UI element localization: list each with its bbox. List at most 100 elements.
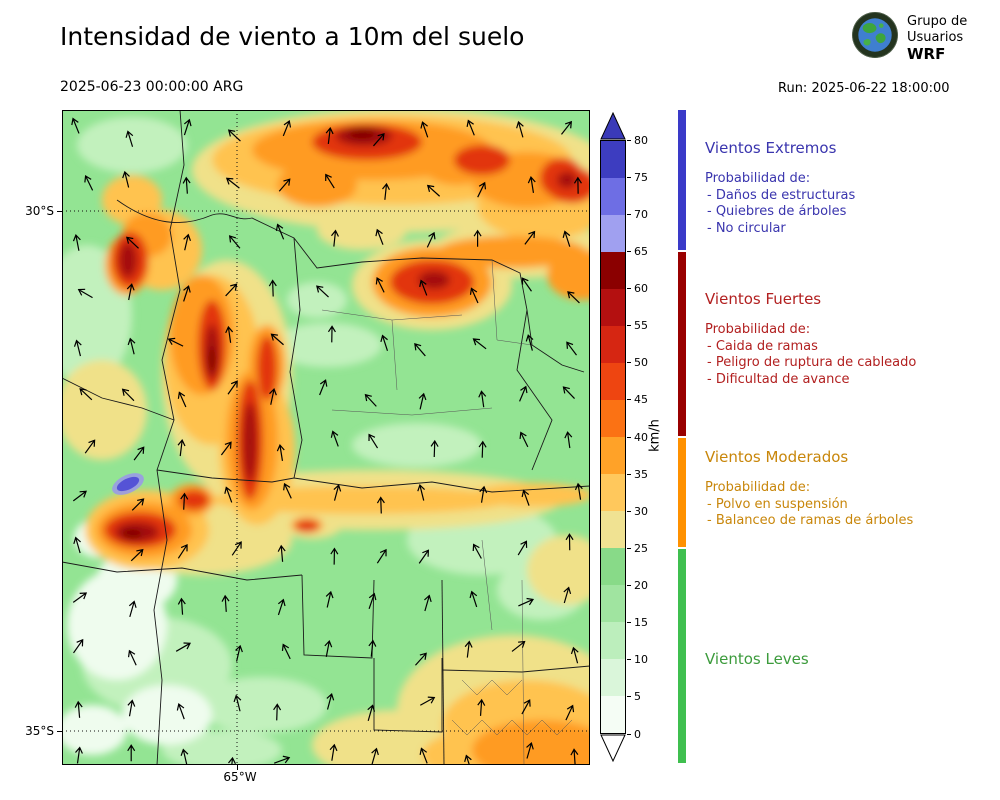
wind-arrow — [419, 279, 428, 296]
wind-arrow — [277, 598, 286, 616]
legend-item: - Quiebres de árboles — [707, 204, 847, 219]
wind-arrow — [131, 498, 145, 511]
colorbar-segment — [601, 585, 625, 622]
wind-arrow — [319, 379, 328, 396]
category-color-strip — [678, 110, 686, 763]
wind-arrow — [367, 704, 376, 721]
graticule-lines — [62, 110, 590, 765]
wind-arrow — [477, 181, 487, 198]
legend-item: - Caida de ramas — [707, 338, 818, 354]
legend-title-moderados: Vientos Moderados — [705, 448, 849, 466]
valid-datetime: 2025-06-23 00:00:00 ARG — [60, 79, 244, 95]
category-bar-leves — [678, 549, 686, 763]
wind-arrow — [478, 390, 487, 408]
wind-arrow — [519, 385, 528, 402]
legend-item: - Dificultad de avance — [707, 371, 850, 387]
wind-direction-arrows — [71, 117, 583, 765]
wind-arrow — [235, 644, 243, 662]
department-boundaries — [321, 259, 573, 765]
wind-arrow — [122, 170, 130, 188]
legend-category-fuertes: Vientos Fuertes Probabilidad de: - Caida… — [705, 290, 985, 388]
probability-label: Probabilidad de: — [705, 171, 811, 186]
colorbar-tick-label: 45 — [627, 393, 648, 407]
wind-arrow — [368, 592, 377, 610]
colorbar-segment — [601, 252, 625, 289]
wind-arrow — [518, 597, 535, 607]
wind-arrow — [415, 652, 427, 666]
logo-line1: Grupo de — [907, 14, 968, 29]
wind-arrow — [176, 703, 185, 720]
colorbar-segment — [601, 326, 625, 363]
wind-arrow — [278, 178, 291, 192]
wind-arrow — [127, 649, 137, 666]
wind-arrow — [519, 431, 529, 448]
wind-arrow — [327, 325, 336, 343]
wind-arrow — [574, 482, 583, 500]
wind-arrow — [224, 486, 233, 503]
colorbar-tick-label: 30 — [627, 504, 648, 518]
colorbar-tick-label: 20 — [627, 579, 648, 593]
wind-arrow — [130, 548, 144, 562]
wind-arrow — [376, 548, 387, 564]
wind-arrow — [228, 235, 241, 249]
wind-arrow — [73, 536, 81, 554]
wind-arrow — [72, 490, 87, 502]
wind-arrow — [562, 386, 575, 399]
wind-arrow — [325, 590, 334, 608]
wind-arrow — [273, 703, 282, 721]
wind-arrow — [333, 484, 342, 501]
colorbar-segment — [601, 178, 625, 215]
wind-arrow — [418, 549, 430, 564]
wind-arrow — [330, 430, 339, 447]
wind-arrow — [326, 692, 335, 710]
colorbar-tick-label: 75 — [627, 170, 648, 184]
lon-label-65w: 65°W — [223, 770, 257, 784]
wind-arrow — [228, 756, 236, 765]
wind-arrow — [372, 133, 385, 147]
wind-arrow — [72, 592, 88, 603]
wind-arrow — [472, 338, 487, 350]
colorbar-segment — [601, 511, 625, 548]
wind-arrow — [526, 742, 534, 759]
wind-arrow — [325, 126, 334, 145]
extreme-wind-blue-spot — [112, 473, 144, 495]
wind-arrow — [376, 496, 385, 514]
wind-arrow — [281, 643, 291, 660]
wind-arrow — [419, 747, 428, 764]
legend-item: - Polvo en suspensión — [707, 496, 848, 512]
run-datetime: Run: 2025-06-22 18:00:00 — [778, 81, 950, 96]
lat-label-35s: 35°S — [25, 724, 54, 738]
wind-arrow — [469, 590, 478, 608]
wind-arrow — [73, 638, 84, 654]
wind-arrow — [275, 223, 285, 240]
wind-arrow — [125, 130, 134, 147]
wind-arrow — [329, 743, 338, 761]
legend-category-moderados: Vientos Moderados Probabilidad de: - Pol… — [705, 448, 985, 530]
legend-item: - Balanceo de ramas de árboles — [707, 513, 914, 528]
colorbar-segment — [601, 622, 625, 659]
wind-arrow — [227, 380, 238, 395]
wind-arrow — [521, 489, 530, 506]
wind-arrow — [478, 440, 487, 458]
colorbar-segment — [601, 363, 625, 400]
wind-arrow — [464, 754, 472, 765]
wind-arrow — [177, 597, 186, 615]
colorbar-tick-label: 70 — [627, 207, 648, 221]
legend-title-fuertes: Vientos Fuertes — [705, 290, 822, 308]
category-bar-moderados — [678, 438, 686, 547]
legend-item: - Daños de estructuras — [707, 187, 856, 203]
wind-arrow — [183, 118, 192, 136]
wind-arrow — [79, 388, 93, 401]
colorbar-tick-label: 60 — [627, 282, 648, 296]
colorbar-tick-label: 55 — [627, 319, 648, 333]
wind-arrow — [75, 746, 83, 764]
wind-arrow — [424, 594, 432, 612]
globe-logo-icon — [852, 12, 898, 58]
colorbar-segment — [601, 289, 625, 326]
wind-arrow — [524, 230, 536, 245]
wind-arrow — [77, 288, 93, 299]
wind-arrow — [220, 441, 232, 456]
colorbar-segment — [601, 437, 625, 474]
wind-arrow — [127, 337, 136, 355]
wind-arrow — [325, 173, 335, 189]
